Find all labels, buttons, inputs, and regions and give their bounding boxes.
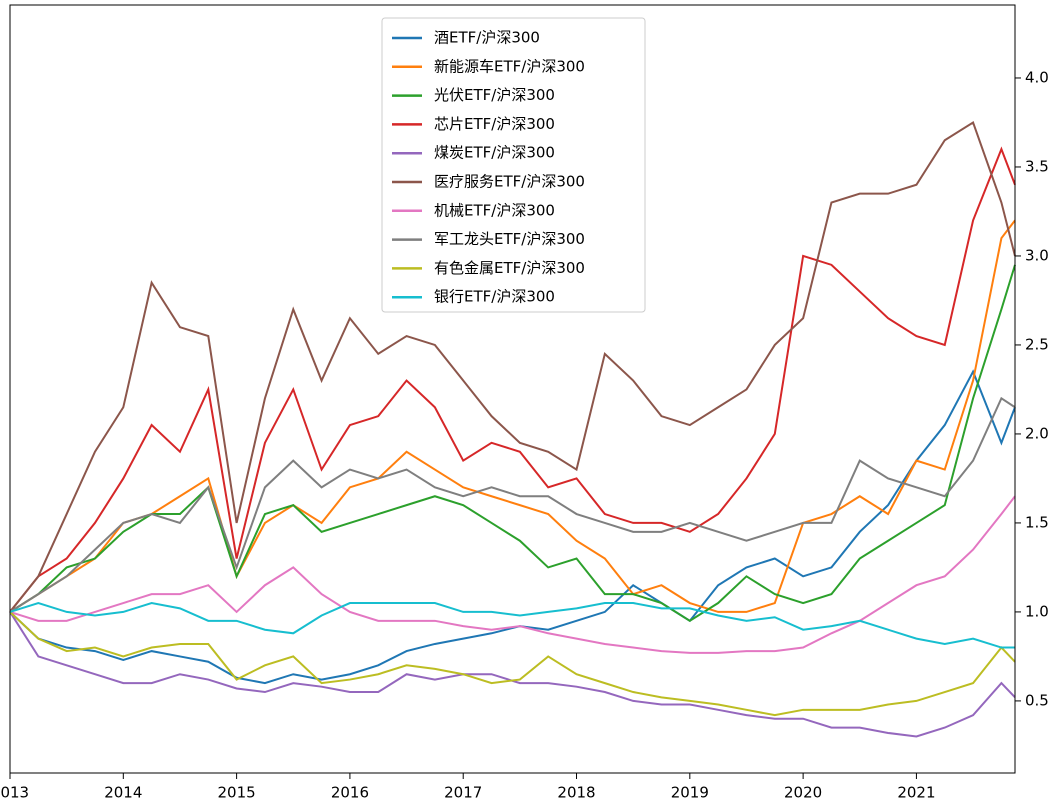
y-tick-label: 3.5 bbox=[1025, 157, 1049, 175]
series-line bbox=[9, 120, 1016, 613]
y-tick-label: 1.0 bbox=[1025, 602, 1049, 620]
x-tick-label: 2016 bbox=[331, 784, 369, 802]
legend-label: 军工龙头ETF/沪深300 bbox=[434, 230, 585, 248]
legend-label: 机械ETF/沪深300 bbox=[434, 201, 555, 219]
series-line bbox=[9, 611, 1016, 717]
legend-label: 芯片ETF/沪深300 bbox=[434, 115, 555, 133]
y-tick-label: 4.0 bbox=[1025, 68, 1049, 86]
legend-label: 新能源车ETF/沪深300 bbox=[434, 57, 585, 75]
series-line bbox=[9, 601, 1015, 649]
x-tick-label: 2021 bbox=[897, 784, 935, 802]
legend-label: 光伏ETF/沪深300 bbox=[434, 86, 555, 104]
x-tick-label: 2013 bbox=[0, 784, 29, 802]
legend-label: 医疗服务ETF/沪深300 bbox=[434, 173, 585, 191]
y-tick-label: 2.0 bbox=[1025, 424, 1049, 442]
x-tick-label: 2018 bbox=[557, 784, 595, 802]
legend-label: 银行ETF/沪深300 bbox=[434, 288, 555, 306]
legend-label: 煤炭ETF/沪深300 bbox=[434, 144, 555, 162]
legend-box bbox=[381, 17, 646, 313]
x-tick-label: 2015 bbox=[218, 784, 256, 802]
series-line bbox=[9, 495, 1016, 654]
series-line bbox=[9, 396, 1016, 613]
legend-label: 酒ETF/沪深300 bbox=[434, 29, 540, 47]
series-line bbox=[9, 264, 1016, 623]
x-tick-label: 2019 bbox=[671, 784, 709, 802]
series-line bbox=[9, 146, 1016, 613]
y-tick-label: 0.5 bbox=[1025, 691, 1049, 709]
plot-frame bbox=[9, 4, 1016, 774]
legend-label: 有色金属ETF/沪深300 bbox=[434, 259, 585, 277]
series-line bbox=[9, 219, 1016, 613]
series-line bbox=[9, 369, 1016, 685]
x-tick-label: 2014 bbox=[104, 784, 142, 802]
y-tick-label: 1.5 bbox=[1025, 513, 1049, 531]
y-tick-label: 2.5 bbox=[1025, 335, 1049, 353]
x-tick-label: 2017 bbox=[444, 784, 482, 802]
x-tick-label: 2020 bbox=[784, 784, 822, 802]
series-line bbox=[9, 611, 1016, 738]
y-tick-label: 3.0 bbox=[1025, 246, 1049, 264]
